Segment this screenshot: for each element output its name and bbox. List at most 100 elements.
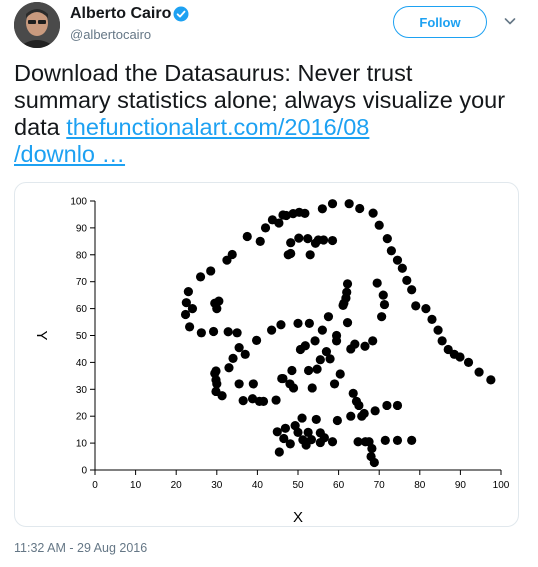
scatter-point	[274, 218, 284, 228]
y-tick-label: 70	[76, 277, 88, 288]
scatter-point	[258, 396, 269, 407]
scatter-point	[360, 341, 370, 351]
scatter-point	[315, 355, 325, 365]
scatter-point	[184, 322, 195, 332]
scatter-point	[274, 447, 284, 457]
scatter-point	[281, 210, 291, 221]
scatter-point	[437, 336, 447, 346]
x-tick-label: 70	[374, 480, 386, 491]
tweet-body: Download the Datasaurus: Never trust sum…	[14, 60, 506, 140]
scatter-point	[355, 203, 365, 214]
scatter-point	[474, 367, 484, 377]
scatter-point	[285, 379, 295, 389]
y-tick-label: 50	[76, 331, 88, 342]
scatter-point	[421, 304, 431, 314]
scatter-point	[368, 336, 378, 346]
scatter-point	[402, 275, 412, 285]
scatter-point	[217, 391, 227, 401]
scatter-point	[248, 379, 258, 389]
scatter-point	[325, 354, 335, 364]
scatter-point	[344, 199, 354, 209]
scatter-point	[183, 287, 193, 297]
scatter-point	[323, 312, 334, 322]
chart-points	[180, 199, 496, 468]
scatter-point	[206, 266, 216, 276]
scatter-point	[382, 400, 392, 411]
y-tick-label: 80	[76, 250, 88, 261]
scatter-point	[228, 353, 238, 363]
scatter-point	[392, 400, 403, 411]
media-card[interactable]: 0 10 20 30 40 50 60 70 80 90 100 0 10 20 30 40 50 60 70 80 9…	[14, 182, 519, 527]
scatter-point	[276, 320, 286, 330]
scatter-point	[297, 413, 307, 423]
scatter-point	[346, 411, 356, 421]
scatter-point	[286, 248, 296, 259]
scatter-point	[370, 406, 380, 416]
scatter-point	[300, 341, 310, 351]
tweet-timestamp[interactable]: 11:32 AM - 29 Aug 2016	[14, 541, 148, 555]
scatter-point	[367, 443, 377, 454]
author-name[interactable]: Alberto Cairo	[70, 5, 172, 22]
datasaurus-scatter-chart: 0 10 20 30 40 50 60 70 80 90 100 0 10 20 30 40 50 60 70 80 9…	[33, 197, 510, 527]
scatter-point	[463, 357, 474, 367]
scatter-point	[378, 290, 388, 300]
scatter-point	[382, 234, 392, 244]
scatter-point	[386, 246, 396, 256]
scatter-point	[212, 304, 222, 314]
scatter-point	[223, 327, 233, 337]
x-tick-label: 20	[171, 480, 183, 491]
y-tick-label: 60	[76, 304, 88, 315]
scatter-point	[359, 408, 369, 419]
scatter-point	[392, 255, 403, 265]
chevron-down-icon[interactable]	[503, 14, 517, 28]
tweet-link-line2: /downlo …	[14, 141, 126, 167]
scatter-point	[247, 394, 258, 404]
scatter-point	[187, 304, 198, 314]
x-tick-label: 30	[211, 480, 223, 491]
avatar-image	[14, 2, 60, 48]
scatter-point	[327, 437, 338, 447]
scatter-point	[369, 457, 379, 468]
scatter-point	[327, 199, 338, 209]
scatter-point	[208, 326, 219, 337]
scatter-point	[317, 204, 327, 214]
y-axis-label: Y	[33, 330, 50, 340]
scatter-point	[318, 235, 329, 245]
scatter-point	[180, 309, 191, 320]
scatter-point	[251, 335, 262, 345]
scatter-point	[294, 233, 304, 243]
scatter-point	[195, 272, 206, 282]
scatter-point	[272, 427, 282, 437]
scatter-point	[311, 414, 321, 425]
scatter-point	[240, 349, 250, 359]
scatter-point	[287, 365, 297, 376]
scatter-point	[348, 388, 358, 398]
avatar[interactable]	[14, 2, 60, 48]
scatter-point	[278, 373, 288, 384]
y-tick-label: 0	[81, 466, 87, 477]
x-tick-label: 40	[252, 480, 264, 491]
scatter-point	[310, 336, 320, 346]
scatter-point	[304, 318, 314, 328]
scatter-point	[397, 263, 407, 273]
tweet-link[interactable]: thefunctionalart.com/2016/08/downlo …	[14, 114, 369, 167]
scatter-point	[374, 220, 384, 230]
scatter-point	[305, 250, 315, 260]
scatter-point	[279, 433, 289, 444]
scatter-point	[181, 298, 191, 308]
scatter-point	[368, 208, 378, 218]
follow-button[interactable]: Follow	[393, 6, 487, 38]
scatter-point	[232, 328, 242, 338]
scatter-point	[303, 234, 313, 244]
scatter-point	[407, 285, 417, 295]
scatter-point	[234, 343, 244, 353]
scatter-point	[329, 379, 340, 389]
scatter-point	[280, 423, 291, 433]
scatter-point	[350, 339, 360, 349]
scatter-point	[335, 369, 345, 379]
scatter-point	[286, 238, 296, 248]
author-handle[interactable]: @albertocairo	[70, 27, 152, 42]
y-tick-label: 20	[76, 412, 88, 423]
scatter-point	[285, 439, 295, 449]
scatter-point	[238, 395, 248, 406]
